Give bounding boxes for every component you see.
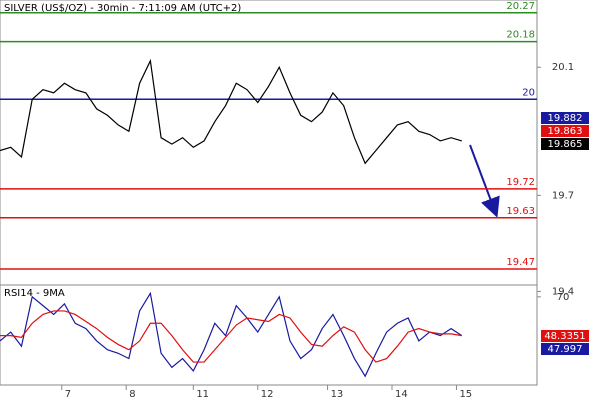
price-tag-label: 47.997 [548,344,583,355]
price-tag-label: 19.882 [548,113,583,124]
price-tag-label: 48.3351 [544,331,585,342]
x-tick-label: 13 [331,389,344,400]
series-line [0,291,463,378]
price-tag [541,138,589,150]
price-tag [541,125,589,137]
level-label: 20.27 [506,1,535,12]
x-tick-label: 15 [459,389,472,400]
y-tick-label: 19.7 [552,190,574,201]
level-label: 20.18 [506,30,535,41]
y-tick-label: 20.1 [552,62,574,73]
level-label: 19.47 [506,257,535,268]
y-tick-label: 70 [557,292,570,303]
y-tick-label: 19.4 [552,286,574,297]
series-line [0,310,462,363]
x-tick-label: 8 [129,389,135,400]
rsi-title: RSI14 - 9MA [4,288,65,299]
price-tag [541,112,589,124]
level-label: 19.72 [506,177,535,188]
x-tick-label: 11 [196,389,209,400]
chart-title: SILVER (US$/OZ) - 30min - 7:11:09 AM (UT… [4,3,241,14]
level-label: 19.63 [506,206,535,217]
x-tick-label: 14 [395,389,408,400]
series-line [0,58,462,165]
price-tag [541,343,589,355]
x-tick-label: 7 [65,389,71,400]
plot-frame [0,0,538,386]
price-tag-label: 19.863 [548,126,583,137]
price-tag-label: 19.865 [548,139,583,150]
forecast-arrow [469,144,500,218]
level-label: 20 [522,87,535,98]
x-tick-label: 12 [261,389,274,400]
price-tag [541,330,589,342]
